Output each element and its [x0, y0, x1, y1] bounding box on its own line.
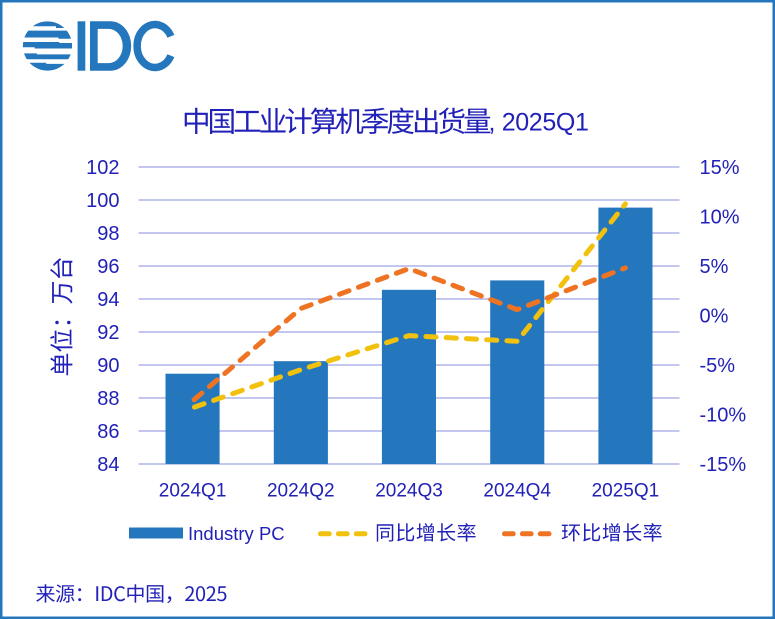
svg-text:, 2025Q1: , 2025Q1 — [489, 109, 589, 137]
svg-text:2024Q2: 2024Q2 — [267, 480, 335, 501]
svg-text:98: 98 — [97, 223, 119, 245]
svg-text:-5%: -5% — [700, 355, 736, 377]
svg-text:5%: 5% — [700, 256, 729, 278]
svg-text:2024Q4: 2024Q4 — [483, 480, 551, 501]
svg-text:88: 88 — [97, 388, 119, 410]
svg-text:90: 90 — [97, 355, 119, 377]
svg-text:-10%: -10% — [700, 404, 747, 426]
svg-text:2025Q1: 2025Q1 — [592, 480, 660, 501]
svg-text:10%: 10% — [700, 206, 740, 228]
svg-text:Industry PC: Industry PC — [188, 523, 285, 544]
svg-text:0%: 0% — [700, 305, 729, 327]
svg-text:92: 92 — [97, 322, 119, 344]
svg-text:84: 84 — [97, 454, 119, 476]
svg-text:86: 86 — [97, 421, 119, 443]
svg-text:94: 94 — [97, 289, 119, 311]
svg-text:102: 102 — [86, 157, 119, 179]
svg-text:100: 100 — [86, 190, 119, 212]
svg-text:15%: 15% — [700, 157, 740, 179]
svg-text:96: 96 — [97, 256, 119, 278]
svg-text:-15%: -15% — [700, 454, 747, 476]
svg-text:2024Q1: 2024Q1 — [159, 480, 227, 501]
svg-text:2024Q3: 2024Q3 — [375, 480, 443, 501]
